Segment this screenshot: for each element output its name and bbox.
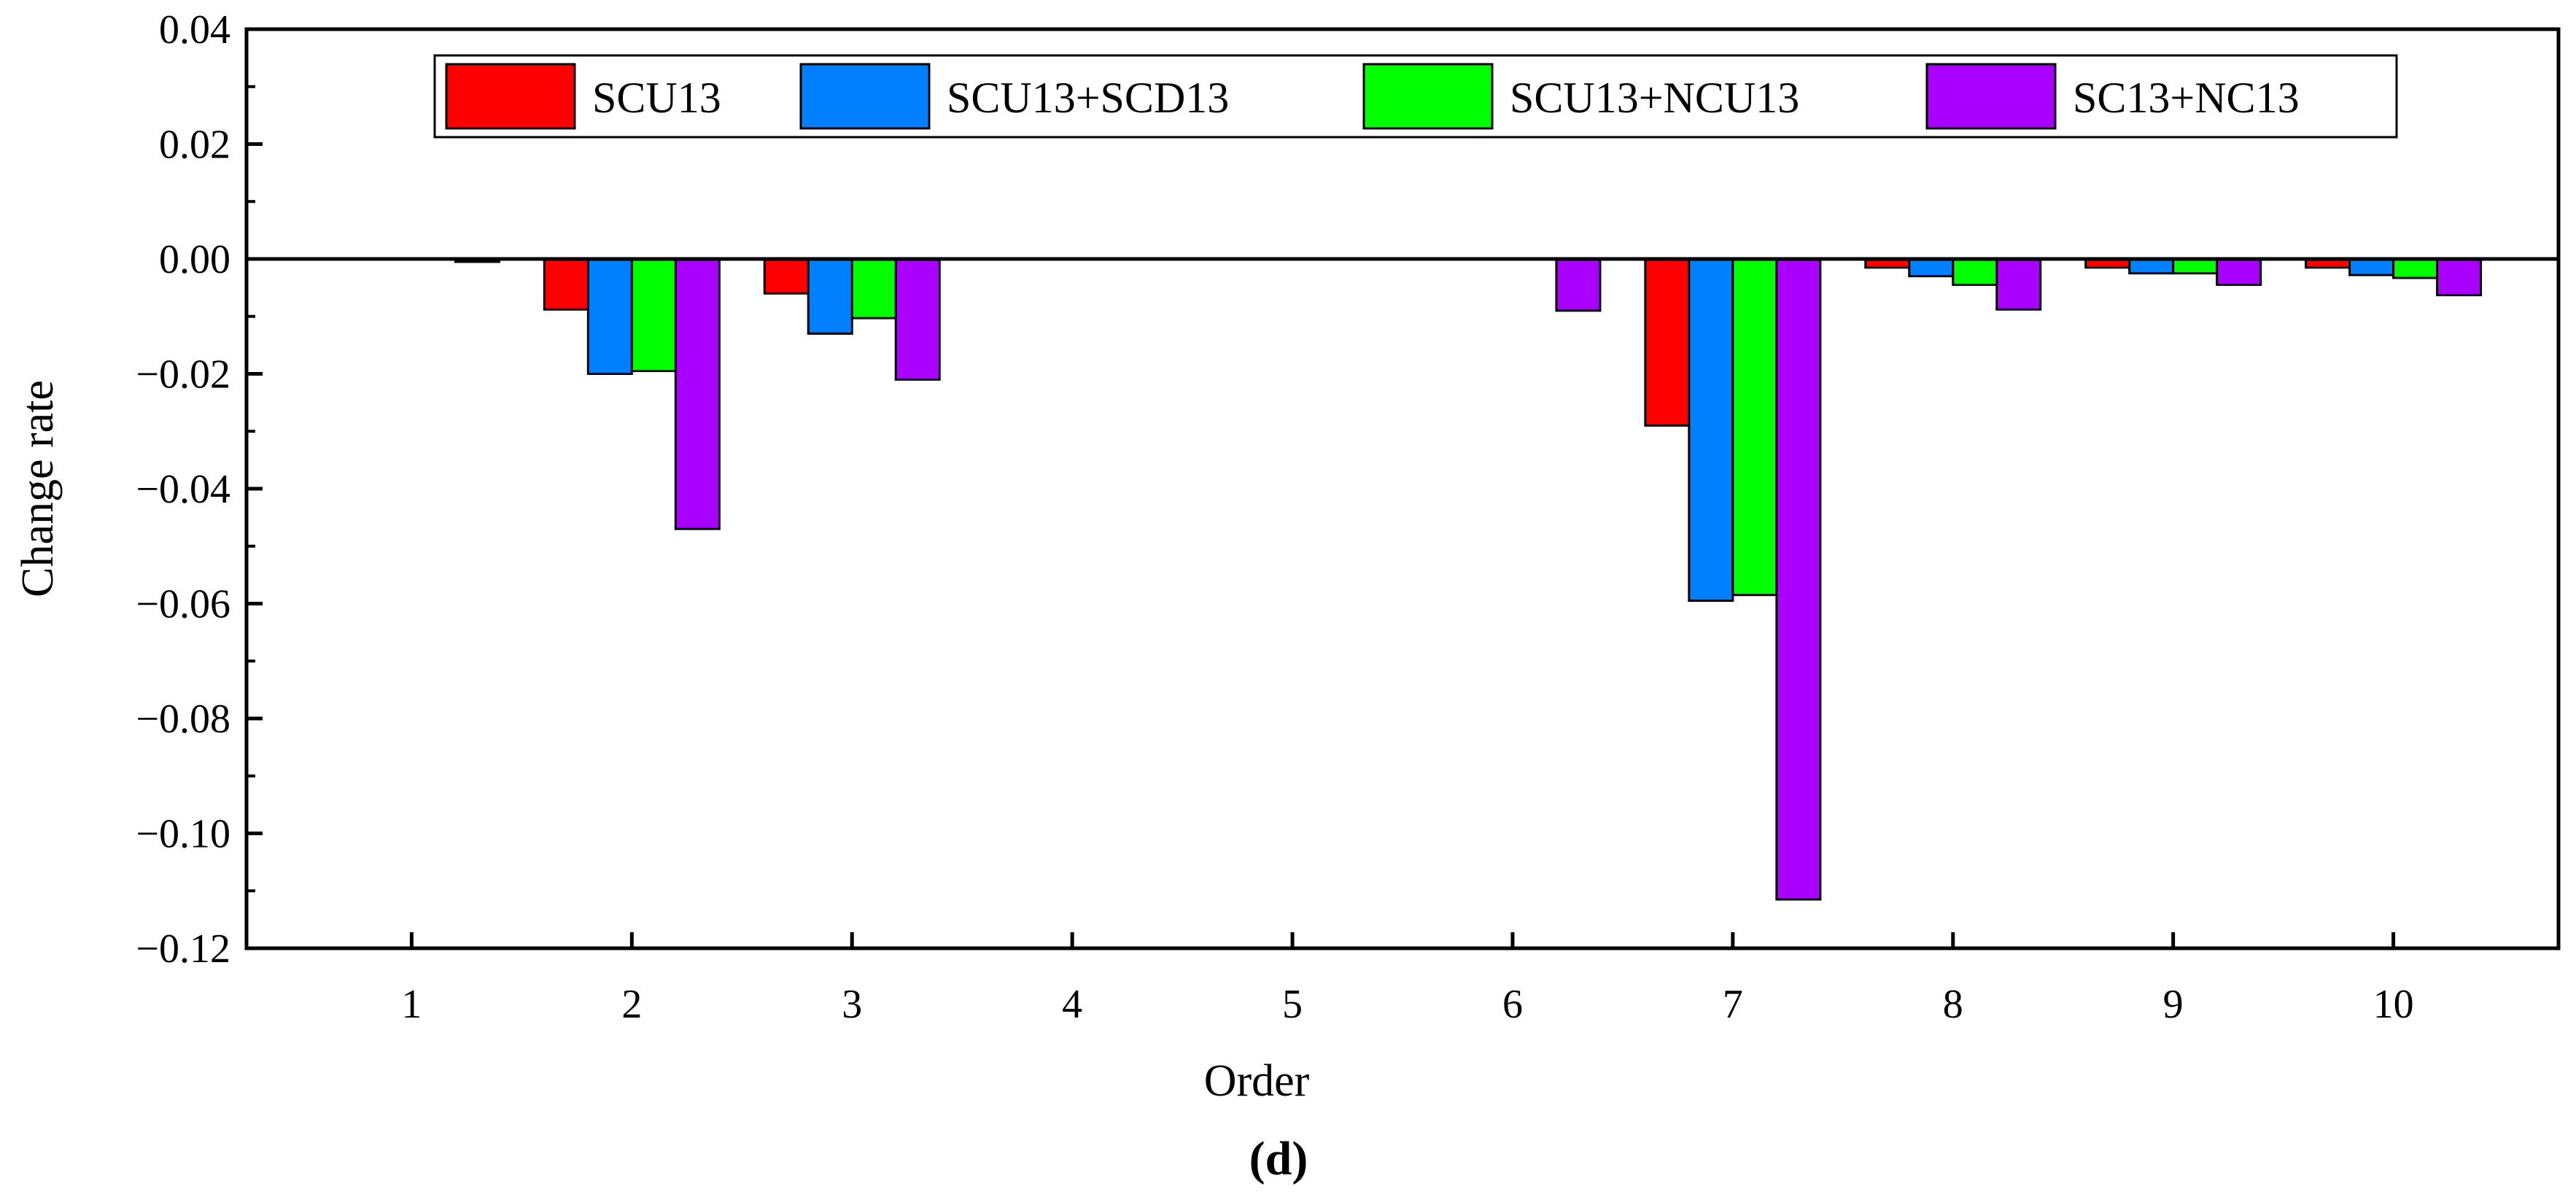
bar-scu13-3 <box>763 257 810 295</box>
bar-sc13-nc13-8 <box>1995 257 2042 311</box>
y-axis: 0.04 0.02 0.00 −0.02 −0.04 −0.06 −0.08 −0.10 −0.… <box>136 7 263 972</box>
y-tick-label: 0.02 <box>159 123 230 168</box>
y-tick-label: −0.10 <box>136 812 230 857</box>
x-tick-label: 1 <box>401 982 422 1027</box>
legend-label: SCU13+SCD13 <box>947 74 1229 122</box>
bar-sc13-nc13-9 <box>2216 257 2262 286</box>
bar-scu13-scd13-2 <box>586 257 633 375</box>
y-axis-title: Change rate <box>13 380 63 597</box>
bar-scu13-ncu13-9 <box>2172 257 2219 275</box>
x-tick-label: 5 <box>1282 982 1303 1027</box>
bar-sc13-nc13-2 <box>674 257 721 530</box>
bar-sc13-nc13-6 <box>1555 257 1602 312</box>
bar-scu13-scd13-7 <box>1688 257 1734 603</box>
bar-scu13-2 <box>543 257 589 311</box>
plot-frame <box>244 27 2561 950</box>
x-axis: 1 2 3 4 5 6 7 8 9 10 <box>401 932 2414 1027</box>
bar-scu13-scd13-8 <box>1908 257 1955 278</box>
bar-scu13-7 <box>1644 257 1691 427</box>
y-tick-label: −0.06 <box>136 582 230 627</box>
bar-sc13-nc13-3 <box>894 257 941 381</box>
y-tick-label: −0.04 <box>136 467 230 512</box>
bar-scu13-ncu13-8 <box>1952 257 1998 286</box>
y-tick-label: 0.00 <box>159 237 230 282</box>
x-tick-label: 8 <box>1943 982 1963 1027</box>
x-tick-label: 10 <box>2373 982 2414 1027</box>
legend-label: SCU13 <box>592 74 721 122</box>
y-tick-label: −0.12 <box>136 926 230 972</box>
x-axis-title: Order <box>1204 1056 1310 1106</box>
legend-swatch <box>1925 63 2057 130</box>
x-tick-label: 4 <box>1062 982 1082 1027</box>
legend-label: SCU13+NCU13 <box>1510 74 1799 122</box>
bar-scu13-scd13-9 <box>2128 257 2175 275</box>
bar-scu13-ncu13-7 <box>1731 257 1778 597</box>
bar-scu13-scd13-10 <box>2348 257 2395 276</box>
legend-swatch <box>799 63 931 130</box>
legend-swatch <box>445 63 576 130</box>
legend-swatch <box>1362 63 1494 130</box>
x-tick-label: 3 <box>842 982 862 1027</box>
x-tick-label: 2 <box>621 982 642 1027</box>
bar-sc13-nc13-10 <box>2436 257 2483 297</box>
figure-caption: (d) <box>1249 1132 1308 1185</box>
bar-sc13-nc13-7 <box>1775 257 1822 901</box>
y-tick-label: −0.02 <box>136 352 230 398</box>
legend: SCU13 SCU13+SCD13 SCU13+NCU13 SC13+NC13 <box>433 54 2398 139</box>
legend-label: SC13+NC13 <box>2073 74 2300 122</box>
x-tick-label: 7 <box>1723 982 1743 1027</box>
bar-scu13-ncu13-2 <box>630 257 677 373</box>
x-tick-label: 6 <box>1502 982 1523 1027</box>
bar-scu13-ncu13-3 <box>850 257 897 319</box>
x-tick-label: 9 <box>2163 982 2184 1027</box>
bar-scu13-ncu13-10 <box>2392 257 2439 279</box>
bars-layer <box>454 257 2483 901</box>
y-tick-label: −0.08 <box>136 697 230 742</box>
bar-scu13-scd13-3 <box>807 257 853 335</box>
y-tick-label: 0.04 <box>159 7 230 53</box>
